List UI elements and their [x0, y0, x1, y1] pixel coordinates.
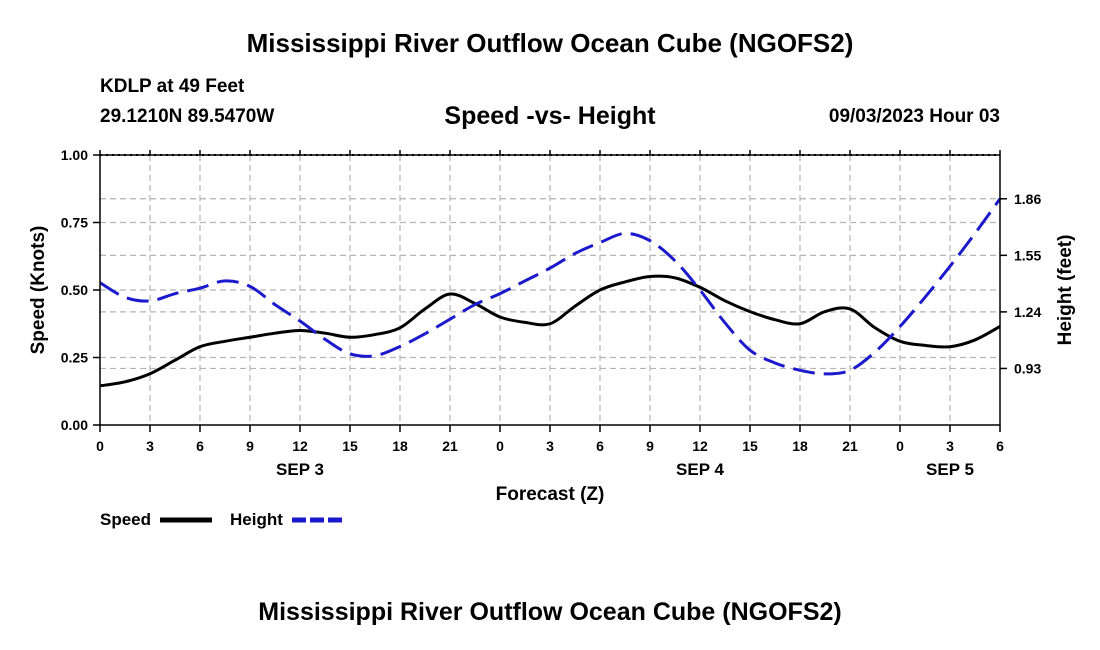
axis-ticks: 0 3 6 9 12 15 18 21 0 3 6 9 12 15 18 21 0 3 6 SEP 3 SEP 4 SEP… — [61, 147, 1042, 479]
forecast-datetime: 09/03/2023 Hour 03 — [828, 106, 1000, 127]
day-label: SEP 3 — [276, 460, 324, 479]
y-tick-label: 0.75 — [61, 215, 88, 231]
y2-tick-label: 1.55 — [1014, 247, 1041, 263]
legend-height-label: Height — [230, 510, 283, 529]
x-tick-label: 15 — [342, 438, 358, 454]
y-tick-label: 0.00 — [61, 417, 88, 433]
x-tick-label: 0 — [896, 438, 904, 454]
x-tick-label: 6 — [996, 438, 1004, 454]
y-tick-label: 0.50 — [61, 282, 88, 298]
x-tick-label: 3 — [146, 438, 154, 454]
y2-tick-label: 1.24 — [1014, 304, 1041, 320]
y-tick-label: 1.00 — [61, 147, 88, 163]
page-title: Mississippi River Outflow Ocean Cube (NG… — [246, 28, 854, 58]
x-tick-label: 12 — [292, 438, 308, 454]
day-label: SEP 4 — [676, 460, 724, 479]
y-axis-title: Speed (Knots) — [28, 226, 49, 355]
x-tick-label: 12 — [692, 438, 708, 454]
height-line — [99, 197, 1002, 376]
day-label: SEP 5 — [926, 460, 974, 479]
y2-tick-label: 0.93 — [1014, 360, 1041, 376]
footer-title: Mississippi River Outflow Ocean Cube (NG… — [258, 598, 842, 626]
x-tick-label: 0 — [496, 438, 504, 454]
chart-title: Speed -vs- Height — [444, 102, 656, 130]
x-tick-label: 15 — [742, 438, 758, 454]
x-tick-label: 0 — [96, 438, 104, 454]
x-tick-label: 18 — [392, 438, 408, 454]
x-tick-label: 21 — [842, 438, 858, 454]
speed-line — [99, 274, 1001, 388]
series-lines — [99, 197, 1002, 388]
y2-axis-title: Height (feet) — [1055, 235, 1076, 346]
station-coordinates: 29.1210N 89.5470W — [100, 106, 275, 127]
legend-height-swatch — [292, 517, 344, 523]
x-tick-label: 9 — [646, 438, 654, 454]
legend-speed-swatch — [160, 517, 212, 523]
x-tick-label: 3 — [946, 438, 954, 454]
x-tick-label: 9 — [246, 438, 254, 454]
grid — [100, 154, 1000, 425]
x-tick-label: 18 — [792, 438, 808, 454]
legend-speed-label: Speed — [100, 510, 152, 529]
y2-tick-label: 1.86 — [1014, 191, 1041, 207]
station-name: KDLP at 49 Feet — [100, 76, 245, 97]
y-tick-label: 0.25 — [61, 350, 88, 366]
x-tick-label: 3 — [546, 438, 554, 454]
x-tick-label: 21 — [442, 438, 458, 454]
speed-height-chart: Speed -vs- Height 0 3 6 9 12 15 18 21 0 3 6 9 12 15 18… — [28, 102, 1076, 505]
x-axis-title: Forecast (Z) — [496, 484, 605, 505]
x-tick-label: 6 — [196, 438, 204, 454]
x-tick-label: 6 — [596, 438, 604, 454]
